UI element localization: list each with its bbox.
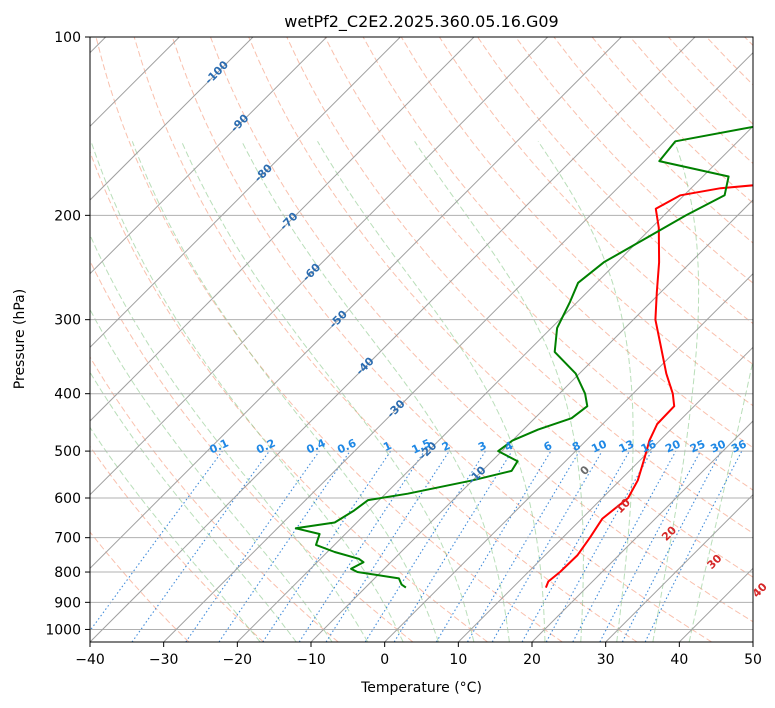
x-tick-label: −30 <box>149 652 179 668</box>
mixing-ratio-line <box>185 450 320 642</box>
mixing-ratio-line <box>262 450 392 642</box>
mixing-ratio-line <box>572 450 677 642</box>
isotherm-line <box>90 37 549 496</box>
x-tick-label: −10 <box>296 652 326 668</box>
x-tick-label: 40 <box>670 652 688 668</box>
y-tick-label: 900 <box>54 595 81 611</box>
mixing-ratio-label: 30 <box>709 437 729 455</box>
dry-adiabat-line <box>400 37 753 407</box>
y-tick-label: 500 <box>54 444 81 460</box>
mixing-ratio-line <box>90 450 223 632</box>
y-tick-label: 100 <box>54 30 81 46</box>
x-tick-label: −20 <box>223 652 253 668</box>
isotherm-line <box>457 346 753 642</box>
dry-adiabat-line <box>90 356 339 642</box>
y-tick-label: 600 <box>54 491 81 507</box>
mixing-ratio-label: 10 <box>589 437 609 455</box>
y-tick-label: 400 <box>54 387 81 403</box>
isotherm-line <box>90 37 696 642</box>
mixing-ratio-line <box>393 450 513 642</box>
mixing-ratio-line <box>218 450 351 642</box>
isotherm-line <box>236 125 753 642</box>
y-tick-label: 700 <box>54 531 81 547</box>
mixing-ratio-line <box>131 450 270 642</box>
isotherm-line <box>531 420 753 642</box>
mixing-ratio-label: 36 <box>729 437 749 455</box>
isotherm-line <box>90 37 401 349</box>
dry-adiabat-line <box>90 445 264 642</box>
y-tick-label: 800 <box>54 565 81 581</box>
mixing-ratio-label: 20 <box>663 437 683 455</box>
isotherm-line <box>90 37 622 570</box>
isotherm-line <box>163 51 753 642</box>
isotherm-line <box>90 37 254 201</box>
isobars <box>90 37 753 630</box>
profiles <box>294 125 753 589</box>
x-tick-label: 20 <box>523 652 541 668</box>
mixing-ratio-label: 13 <box>617 437 636 455</box>
x-tick-label: 0 <box>380 652 389 668</box>
dry-adiabat-line <box>95 37 563 642</box>
x-tick-label: 30 <box>597 652 615 668</box>
isotherm-line <box>90 37 475 422</box>
dry-adiabat-line <box>90 531 190 642</box>
chart-title: wetPf2_C2E2.2025.360.05.16.G09 <box>284 12 558 32</box>
mixing-ratio-line <box>325 450 450 642</box>
mixing-ratio-line <box>521 450 630 642</box>
mixing-ratio-line <box>644 450 743 642</box>
mixing-ratio-label: 25 <box>688 437 707 455</box>
dry-adiabat-line <box>438 37 753 366</box>
dewpoint-profile-line <box>294 125 753 589</box>
mixing-ratio-lines <box>90 450 743 642</box>
y-tick-label: 200 <box>54 208 81 224</box>
x-tick-label: 50 <box>744 652 762 668</box>
x-axis: −40 −30 −20 −10 0 10 20 30 40 50 <box>75 642 762 668</box>
y-axis-label: Pressure (hPa) <box>12 289 28 389</box>
y-tick-label: 300 <box>54 313 81 329</box>
mixing-ratio-line <box>298 450 425 642</box>
dry-adiabat-line <box>210 37 753 623</box>
x-tick-label: 10 <box>449 652 467 668</box>
dry-adiabat-line <box>248 37 753 578</box>
temperature-profile-line <box>544 184 753 588</box>
dry-adiabat-line <box>515 37 753 284</box>
x-axis-label: Temperature (°C) <box>360 680 482 696</box>
isotherm-line <box>605 493 753 642</box>
x-tick-label: −40 <box>75 652 105 668</box>
plot-frame <box>89 36 754 643</box>
mixing-ratio-label: 16 <box>639 437 659 455</box>
y-axis: 1000 900 800 700 600 500 400 300 200 100 <box>45 30 90 638</box>
mixing-ratio-line <box>545 450 653 642</box>
isotherm-line <box>310 199 753 642</box>
y-tick-label: 1000 <box>45 622 81 638</box>
isotherms <box>90 37 753 642</box>
dry-adiabat-line <box>90 150 488 642</box>
isotherm-line <box>384 272 753 642</box>
isotherm-line <box>90 37 328 275</box>
dry-adiabat-line <box>133 37 638 642</box>
